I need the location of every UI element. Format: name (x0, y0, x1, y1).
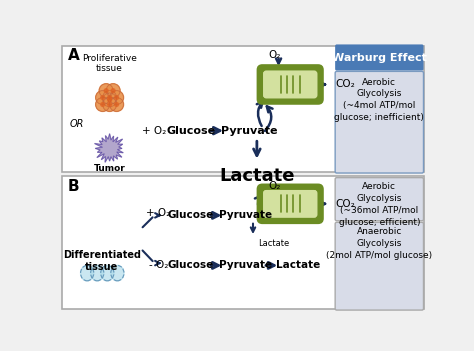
Text: Warburg Effect: Warburg Effect (332, 53, 427, 63)
FancyBboxPatch shape (258, 65, 323, 104)
Text: Anaerobic
Glycolysis
(2mol ATP/mol glucose): Anaerobic Glycolysis (2mol ATP/mol gluco… (326, 227, 432, 259)
Circle shape (99, 84, 113, 98)
Circle shape (103, 98, 117, 111)
Circle shape (103, 91, 117, 105)
FancyBboxPatch shape (335, 71, 423, 173)
Text: O₂: O₂ (268, 50, 281, 60)
FancyBboxPatch shape (335, 178, 423, 221)
FancyBboxPatch shape (263, 71, 317, 98)
Circle shape (109, 98, 124, 111)
Text: Pyruvate: Pyruvate (219, 210, 272, 220)
FancyBboxPatch shape (335, 45, 423, 71)
Circle shape (115, 102, 118, 106)
Text: - O₂: - O₂ (149, 260, 168, 270)
Text: A: A (68, 48, 80, 63)
Circle shape (100, 95, 105, 99)
Ellipse shape (81, 265, 94, 281)
FancyBboxPatch shape (258, 185, 323, 223)
Text: Glucose: Glucose (166, 126, 216, 136)
Circle shape (108, 98, 111, 102)
Text: CO₂: CO₂ (335, 79, 355, 90)
Text: Differentiated
tissue: Differentiated tissue (63, 250, 141, 272)
Circle shape (104, 89, 108, 93)
Ellipse shape (111, 265, 124, 281)
Circle shape (111, 89, 115, 93)
Text: CO₂: CO₂ (335, 199, 355, 209)
Text: Tumor: Tumor (94, 164, 126, 173)
FancyBboxPatch shape (263, 71, 317, 98)
Text: Lactate: Lactate (219, 167, 295, 185)
Text: + O₂: + O₂ (146, 208, 171, 218)
Text: Pyruvate: Pyruvate (219, 260, 272, 270)
Ellipse shape (100, 265, 114, 281)
Circle shape (106, 84, 120, 98)
Text: Glucose: Glucose (168, 210, 214, 220)
Ellipse shape (91, 265, 104, 281)
Text: Lactate: Lactate (276, 260, 320, 270)
Text: Lactate: Lactate (258, 239, 289, 248)
Text: OR: OR (69, 119, 83, 129)
Text: Aerobic
Glycolysis
(~4mol ATP/mol
glucose; inefficient): Aerobic Glycolysis (~4mol ATP/mol glucos… (334, 78, 424, 122)
FancyBboxPatch shape (335, 222, 423, 310)
FancyBboxPatch shape (263, 190, 317, 218)
Text: Glucose: Glucose (168, 260, 214, 270)
Polygon shape (95, 134, 123, 162)
FancyBboxPatch shape (263, 190, 317, 218)
Text: B: B (68, 179, 80, 194)
Circle shape (108, 102, 111, 106)
Circle shape (108, 95, 111, 99)
Bar (63, 46, 423, 172)
Text: + O₂: + O₂ (142, 126, 166, 136)
Circle shape (96, 91, 109, 105)
Circle shape (96, 98, 109, 111)
Text: Aerobic
Glycolysis
(~36mol ATP/mol
glucose; efficient): Aerobic Glycolysis (~36mol ATP/mol gluco… (338, 182, 420, 227)
Circle shape (115, 95, 118, 99)
Text: Pyruvate: Pyruvate (221, 126, 277, 136)
Text: O₂: O₂ (268, 181, 281, 192)
Bar (63, 176, 423, 309)
Text: Proliferative
tissue: Proliferative tissue (82, 54, 137, 73)
Circle shape (109, 91, 124, 105)
Circle shape (103, 93, 117, 107)
Circle shape (100, 102, 105, 106)
